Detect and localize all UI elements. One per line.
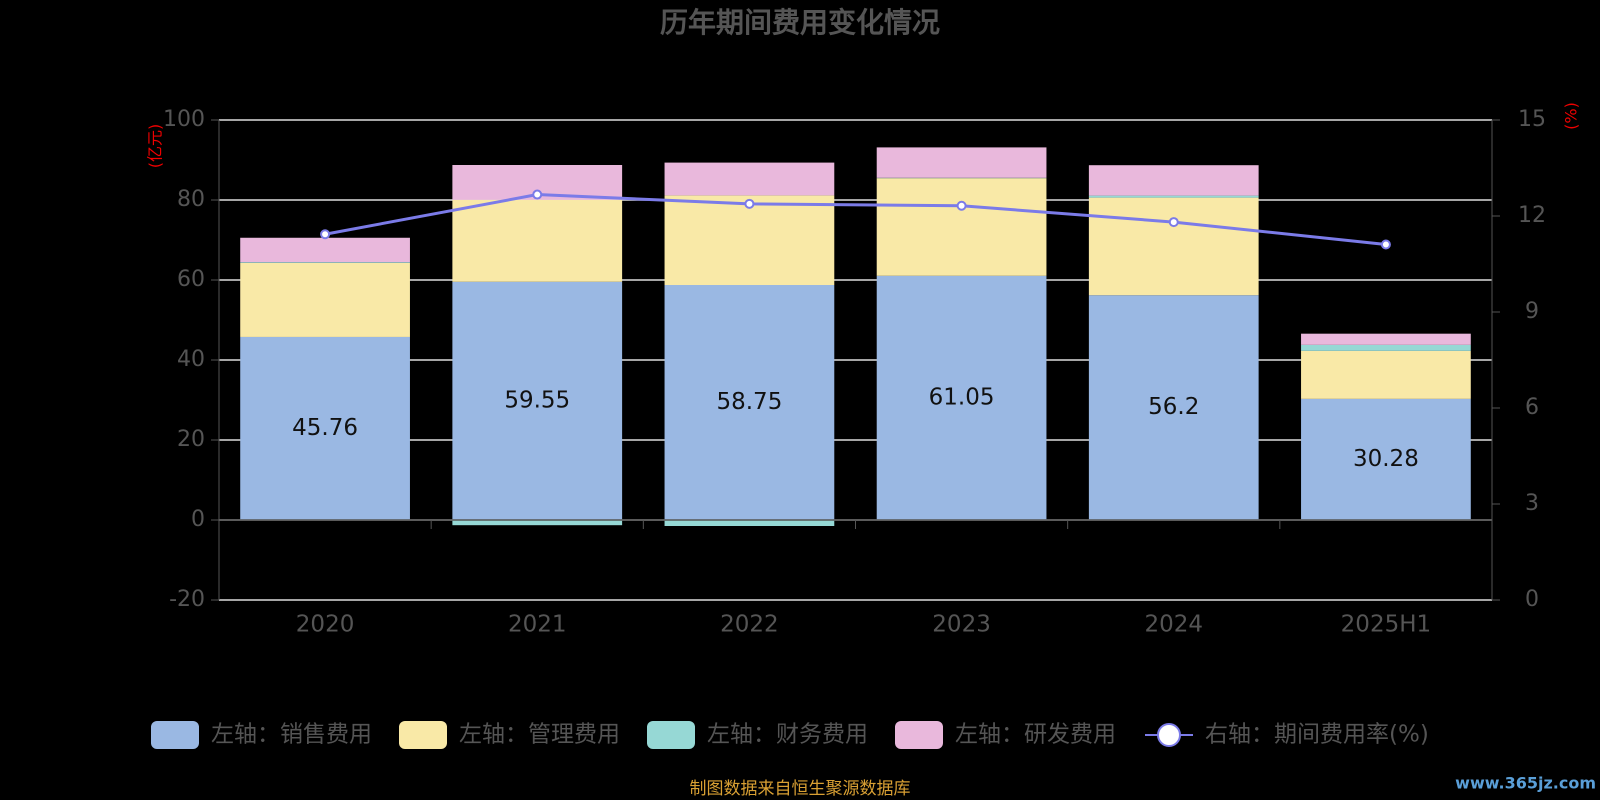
- bar-segment: [664, 520, 835, 526]
- y-tick-label: 100: [163, 107, 205, 132]
- legend-swatch: [1157, 723, 1181, 747]
- legend-label: 左轴：研发费用: [955, 722, 1116, 748]
- bar-segment: [1301, 344, 1471, 351]
- x-tick-label: 2023: [932, 612, 991, 638]
- y-tick-label: -20: [169, 587, 205, 612]
- x-tick-label: 2024: [1144, 612, 1203, 638]
- y2-tick-label: 9: [1525, 299, 1539, 324]
- bar-segment: [1301, 350, 1471, 399]
- data-label: 58.75: [716, 389, 782, 415]
- data-label: 61.05: [929, 384, 995, 410]
- legend-label: 右轴：期间费用率(%): [1205, 722, 1429, 748]
- bar-segment: [664, 195, 835, 285]
- bar-segment: [240, 262, 410, 263]
- bar-segment: [240, 336, 410, 520]
- legend-label: 左轴：销售费用: [211, 722, 372, 748]
- x-tick-label: 2021: [508, 612, 567, 638]
- y2-tick-label: 6: [1525, 395, 1539, 420]
- y-tick-label: 80: [177, 187, 205, 212]
- bar-segment: [876, 178, 1047, 276]
- watermark: www.365jz.com: [1455, 774, 1596, 793]
- legend-label: 左轴：管理费用: [459, 722, 620, 748]
- bar-segment: [1088, 295, 1259, 520]
- y-tick-label: 0: [191, 507, 205, 532]
- bar-segment: [876, 147, 1047, 178]
- bar-segment: [664, 162, 835, 196]
- x-tick-label: 2025H1: [1341, 612, 1431, 638]
- bar-segment: [1301, 398, 1471, 520]
- line-point: [532, 189, 543, 200]
- y2-tick-label: 15: [1518, 107, 1546, 132]
- bar-segment: [452, 281, 623, 520]
- bar-segment: [1088, 195, 1259, 198]
- bar-segment: [664, 285, 835, 520]
- bar-segment: [452, 520, 623, 526]
- legend-label: 左轴：财务费用: [707, 722, 868, 748]
- legend-swatch: [647, 721, 695, 749]
- y-tick-label: 60: [177, 267, 205, 292]
- y2-tick-label: 0: [1525, 587, 1539, 612]
- line-point: [956, 200, 967, 211]
- data-label: 45.76: [292, 415, 358, 441]
- bar-segment: [1088, 197, 1259, 296]
- y2-axis-label: (%): [1562, 102, 1581, 130]
- y2-tick-label: 3: [1525, 491, 1539, 516]
- line-point: [1380, 239, 1391, 250]
- source-note: 制图数据来自恒生聚源数据库: [690, 779, 911, 799]
- x-tick-label: 2020: [296, 612, 355, 638]
- line-point: [320, 229, 331, 240]
- y2-tick-label: 12: [1518, 203, 1546, 228]
- line-point: [744, 198, 755, 209]
- bar-segment: [1301, 333, 1471, 345]
- legend-swatch: [151, 721, 199, 749]
- data-label: 56.2: [1148, 394, 1199, 420]
- line-point: [1168, 217, 1179, 228]
- y-axis-label: (亿元): [146, 124, 165, 169]
- legend-swatch: [399, 721, 447, 749]
- bar-segment: [240, 262, 410, 337]
- bar-segment: [240, 237, 410, 263]
- bar-segment: [452, 199, 623, 282]
- data-label: 30.28: [1353, 446, 1419, 472]
- bar-segment: [1088, 165, 1259, 196]
- chart-title: 历年期间费用变化情况: [660, 6, 940, 39]
- y-tick-label: 20: [177, 427, 205, 452]
- legend-swatch: [895, 721, 943, 749]
- line-series: [324, 193, 1387, 246]
- data-label: 59.55: [504, 387, 570, 413]
- y-tick-label: 40: [177, 347, 205, 372]
- x-tick-label: 2022: [720, 612, 779, 638]
- bar-segment: [876, 275, 1047, 520]
